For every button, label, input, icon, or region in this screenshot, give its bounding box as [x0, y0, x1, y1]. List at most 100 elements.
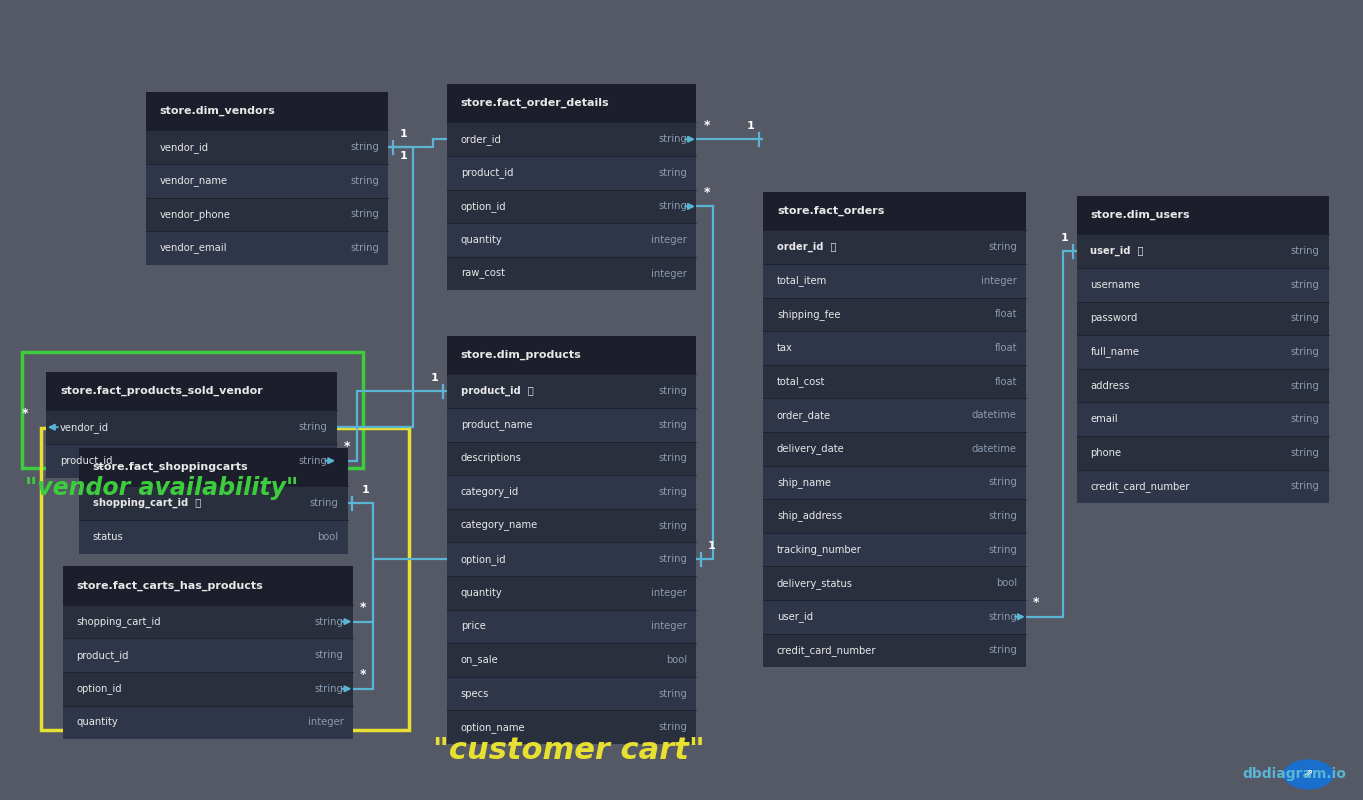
Text: price: price — [461, 622, 485, 631]
Text: shipping_fee: shipping_fee — [777, 309, 841, 320]
Bar — [447, 677, 696, 710]
Text: full_name: full_name — [1090, 346, 1139, 358]
Text: store.fact_carts_has_products: store.fact_carts_has_products — [76, 581, 263, 590]
Text: status: status — [93, 532, 124, 542]
Text: delivery_date: delivery_date — [777, 443, 845, 454]
Bar — [447, 84, 696, 122]
Text: string: string — [658, 134, 687, 144]
Text: store.fact_shoppingcarts: store.fact_shoppingcarts — [93, 462, 248, 472]
Text: string: string — [309, 498, 338, 508]
Text: order_id  🔑: order_id 🔑 — [777, 242, 837, 252]
Bar — [763, 230, 1026, 264]
Text: datetime: datetime — [972, 444, 1017, 454]
Text: string: string — [988, 646, 1017, 655]
Text: vendor_name: vendor_name — [159, 175, 228, 186]
Bar — [1077, 335, 1329, 369]
Text: string: string — [658, 487, 687, 497]
Text: product_id: product_id — [76, 650, 129, 661]
Text: string: string — [350, 243, 379, 253]
Bar — [1077, 268, 1329, 302]
Text: *: * — [1033, 597, 1040, 610]
Text: 1: 1 — [707, 541, 716, 551]
Bar — [763, 466, 1026, 499]
Text: quantity: quantity — [76, 718, 119, 727]
Bar — [447, 442, 696, 475]
Bar — [1077, 234, 1329, 268]
Text: string: string — [350, 210, 379, 219]
Bar — [447, 643, 696, 677]
Text: raw_cost: raw_cost — [461, 268, 504, 279]
Text: option_id: option_id — [76, 683, 121, 694]
Bar — [79, 520, 348, 554]
Bar — [763, 499, 1026, 533]
Text: option_id: option_id — [461, 554, 506, 565]
Bar — [763, 566, 1026, 600]
Text: string: string — [658, 722, 687, 732]
Text: store.fact_orders: store.fact_orders — [777, 206, 885, 216]
Text: string: string — [1291, 381, 1319, 390]
Bar — [79, 486, 348, 520]
Text: total_item: total_item — [777, 275, 827, 286]
Bar — [63, 566, 353, 605]
Bar — [447, 475, 696, 509]
Text: 1: 1 — [1060, 233, 1069, 243]
Text: 1: 1 — [399, 129, 408, 139]
Text: string: string — [988, 612, 1017, 622]
Text: user_id: user_id — [777, 611, 814, 622]
Text: shopping_cart_id: shopping_cart_id — [76, 616, 161, 627]
Text: quantity: quantity — [461, 235, 503, 245]
Text: product_id: product_id — [461, 167, 514, 178]
Bar — [763, 331, 1026, 365]
Bar — [447, 122, 696, 156]
Bar — [763, 264, 1026, 298]
Text: email: email — [1090, 414, 1118, 424]
Bar — [447, 710, 696, 744]
Text: product_name: product_name — [461, 419, 532, 430]
Text: category_id: category_id — [461, 486, 519, 498]
Text: string: string — [988, 242, 1017, 252]
Text: float: float — [994, 377, 1017, 386]
Text: order_date: order_date — [777, 410, 831, 421]
Text: store.fact_order_details: store.fact_order_details — [461, 98, 609, 108]
Text: delivery_status: delivery_status — [777, 578, 853, 589]
Text: string: string — [315, 650, 343, 660]
Text: string: string — [298, 456, 327, 466]
Text: ship_name: ship_name — [777, 477, 831, 488]
Bar — [1077, 402, 1329, 436]
Bar — [763, 600, 1026, 634]
Text: store.dim_products: store.dim_products — [461, 350, 582, 360]
Text: vendor_id: vendor_id — [159, 142, 209, 153]
Text: total_cost: total_cost — [777, 376, 825, 387]
Text: integer: integer — [652, 269, 687, 278]
Bar — [763, 533, 1026, 566]
Text: float: float — [994, 343, 1017, 353]
Text: shopping_cart_id  🔑: shopping_cart_id 🔑 — [93, 498, 200, 508]
Text: string: string — [658, 420, 687, 430]
Bar — [46, 444, 337, 478]
Text: string: string — [1291, 448, 1319, 458]
Bar — [63, 605, 353, 638]
Text: ⇗: ⇗ — [1304, 770, 1313, 779]
Text: product_id  🔑: product_id 🔑 — [461, 386, 533, 396]
Text: *: * — [22, 406, 29, 420]
Text: string: string — [658, 689, 687, 698]
Text: bool: bool — [996, 578, 1017, 588]
Bar — [447, 156, 696, 190]
Text: bool: bool — [318, 532, 338, 542]
Text: string: string — [1291, 482, 1319, 491]
Bar — [1077, 302, 1329, 335]
Text: string: string — [350, 176, 379, 186]
Text: string: string — [298, 422, 327, 432]
Text: username: username — [1090, 280, 1141, 290]
Bar — [63, 672, 353, 706]
Bar — [41, 428, 409, 730]
Text: string: string — [658, 168, 687, 178]
Text: store.dim_users: store.dim_users — [1090, 210, 1190, 220]
Bar — [447, 542, 696, 576]
Text: string: string — [1291, 280, 1319, 290]
Text: 1: 1 — [361, 485, 369, 494]
Text: string: string — [1291, 347, 1319, 357]
Text: string: string — [1291, 246, 1319, 256]
Bar — [22, 352, 363, 468]
Bar — [1077, 196, 1329, 234]
